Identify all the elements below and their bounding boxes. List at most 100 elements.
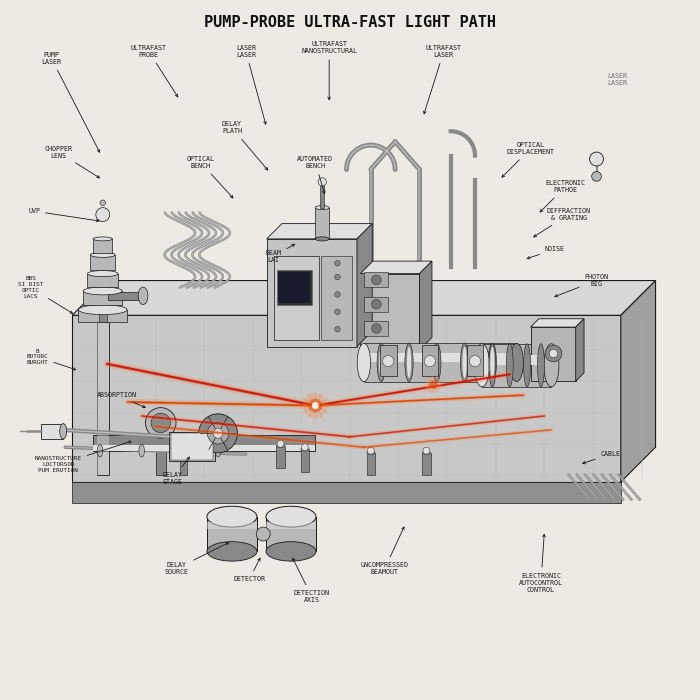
Ellipse shape bbox=[461, 344, 469, 382]
Bar bbox=[364, 297, 388, 312]
Ellipse shape bbox=[367, 451, 375, 454]
Bar bbox=[83, 291, 122, 305]
Circle shape bbox=[592, 172, 601, 181]
Bar bbox=[99, 296, 107, 322]
Polygon shape bbox=[575, 318, 584, 382]
Circle shape bbox=[151, 413, 171, 433]
Circle shape bbox=[335, 260, 340, 266]
Polygon shape bbox=[360, 261, 432, 274]
Bar bbox=[315, 208, 329, 239]
Ellipse shape bbox=[276, 444, 285, 447]
Circle shape bbox=[372, 300, 382, 309]
Bar bbox=[180, 444, 187, 475]
Ellipse shape bbox=[93, 237, 113, 241]
Bar bbox=[108, 292, 143, 300]
Circle shape bbox=[383, 356, 393, 367]
Text: BBS
SI DIST
OPTIC
LACS: BBS SI DIST OPTIC LACS bbox=[18, 276, 73, 314]
Circle shape bbox=[302, 444, 308, 451]
Text: NANOSTRUCTURE
LOCTORSOD
PUM ERUTION: NANOSTRUCTURE LOCTORSOD PUM ERUTION bbox=[35, 441, 131, 473]
Circle shape bbox=[100, 200, 106, 206]
Circle shape bbox=[424, 356, 435, 367]
Bar bbox=[364, 353, 517, 363]
Text: DETECTOR: DETECTOR bbox=[233, 558, 265, 582]
Text: NOISE: NOISE bbox=[527, 246, 565, 259]
Ellipse shape bbox=[357, 344, 370, 382]
Text: ELECTRONIC
AUTOCONTROL
CONTROL: ELECTRONIC AUTOCONTROL CONTROL bbox=[519, 534, 563, 593]
Text: DIFFRACTION
& GRATING: DIFFRACTION & GRATING bbox=[533, 208, 591, 237]
Circle shape bbox=[335, 274, 340, 280]
Text: AUTOMATED
BENCH: AUTOMATED BENCH bbox=[298, 156, 333, 194]
Text: OPTICAL
BENCH: OPTICAL BENCH bbox=[187, 156, 233, 198]
Text: LASER
LASER: LASER LASER bbox=[608, 73, 627, 85]
Text: B
BOTORC
BURGHT: B BOTORC BURGHT bbox=[27, 349, 76, 370]
Bar bbox=[531, 327, 575, 382]
Bar bbox=[93, 435, 315, 451]
Bar bbox=[276, 446, 285, 468]
Bar bbox=[93, 445, 315, 451]
Bar bbox=[482, 344, 552, 387]
Circle shape bbox=[372, 275, 382, 285]
Circle shape bbox=[146, 407, 176, 438]
Bar bbox=[380, 345, 396, 377]
Bar bbox=[171, 433, 213, 460]
Ellipse shape bbox=[510, 344, 524, 382]
Text: PHOTON
BIG: PHOTON BIG bbox=[555, 274, 608, 297]
Bar bbox=[421, 345, 438, 377]
Circle shape bbox=[335, 292, 340, 298]
Bar bbox=[155, 433, 166, 475]
Circle shape bbox=[207, 423, 229, 444]
Circle shape bbox=[425, 377, 442, 393]
Circle shape bbox=[308, 398, 322, 412]
Ellipse shape bbox=[301, 447, 309, 451]
Ellipse shape bbox=[379, 347, 384, 378]
Ellipse shape bbox=[266, 506, 316, 527]
Circle shape bbox=[429, 381, 438, 389]
Bar bbox=[279, 272, 310, 304]
Circle shape bbox=[550, 349, 558, 358]
Text: BEAM
LAI: BEAM LAI bbox=[265, 244, 295, 262]
Ellipse shape bbox=[207, 542, 257, 561]
Bar bbox=[88, 274, 118, 288]
Text: CABLE: CABLE bbox=[582, 452, 620, 464]
Bar bbox=[93, 239, 113, 253]
Ellipse shape bbox=[490, 347, 494, 378]
Circle shape bbox=[423, 447, 430, 454]
Circle shape bbox=[214, 428, 223, 438]
Ellipse shape bbox=[78, 305, 127, 314]
Ellipse shape bbox=[435, 347, 439, 378]
Text: PUMP-PROBE ULTRA-FAST LIGHT PATH: PUMP-PROBE ULTRA-FAST LIGHT PATH bbox=[204, 15, 496, 29]
Circle shape bbox=[199, 414, 237, 453]
Polygon shape bbox=[357, 223, 372, 346]
Bar bbox=[41, 424, 63, 439]
Circle shape bbox=[372, 323, 382, 333]
Bar bbox=[360, 274, 419, 350]
Ellipse shape bbox=[488, 344, 496, 382]
Ellipse shape bbox=[97, 444, 103, 457]
Ellipse shape bbox=[538, 344, 545, 387]
Ellipse shape bbox=[315, 237, 329, 241]
Circle shape bbox=[303, 393, 328, 418]
Bar bbox=[321, 256, 352, 340]
Polygon shape bbox=[621, 281, 656, 482]
Ellipse shape bbox=[377, 344, 386, 382]
Bar bbox=[90, 255, 116, 270]
Bar bbox=[301, 449, 309, 472]
Bar bbox=[97, 322, 109, 475]
Circle shape bbox=[335, 309, 340, 314]
Bar bbox=[367, 453, 375, 475]
Text: LASER
LASER: LASER LASER bbox=[236, 45, 266, 124]
Circle shape bbox=[368, 447, 374, 454]
Bar bbox=[207, 517, 257, 552]
Circle shape bbox=[545, 345, 562, 362]
Polygon shape bbox=[72, 315, 621, 482]
Text: UVP: UVP bbox=[28, 208, 99, 222]
Text: DELAY
PLATH: DELAY PLATH bbox=[222, 121, 267, 170]
Circle shape bbox=[178, 435, 189, 446]
Circle shape bbox=[589, 152, 603, 166]
Circle shape bbox=[335, 326, 340, 332]
Bar bbox=[207, 522, 257, 529]
Polygon shape bbox=[72, 482, 621, 503]
Circle shape bbox=[256, 527, 270, 541]
Bar bbox=[467, 345, 483, 377]
Text: UNCOMPRESSED
BEAMOUT: UNCOMPRESSED BEAMOUT bbox=[360, 527, 409, 575]
